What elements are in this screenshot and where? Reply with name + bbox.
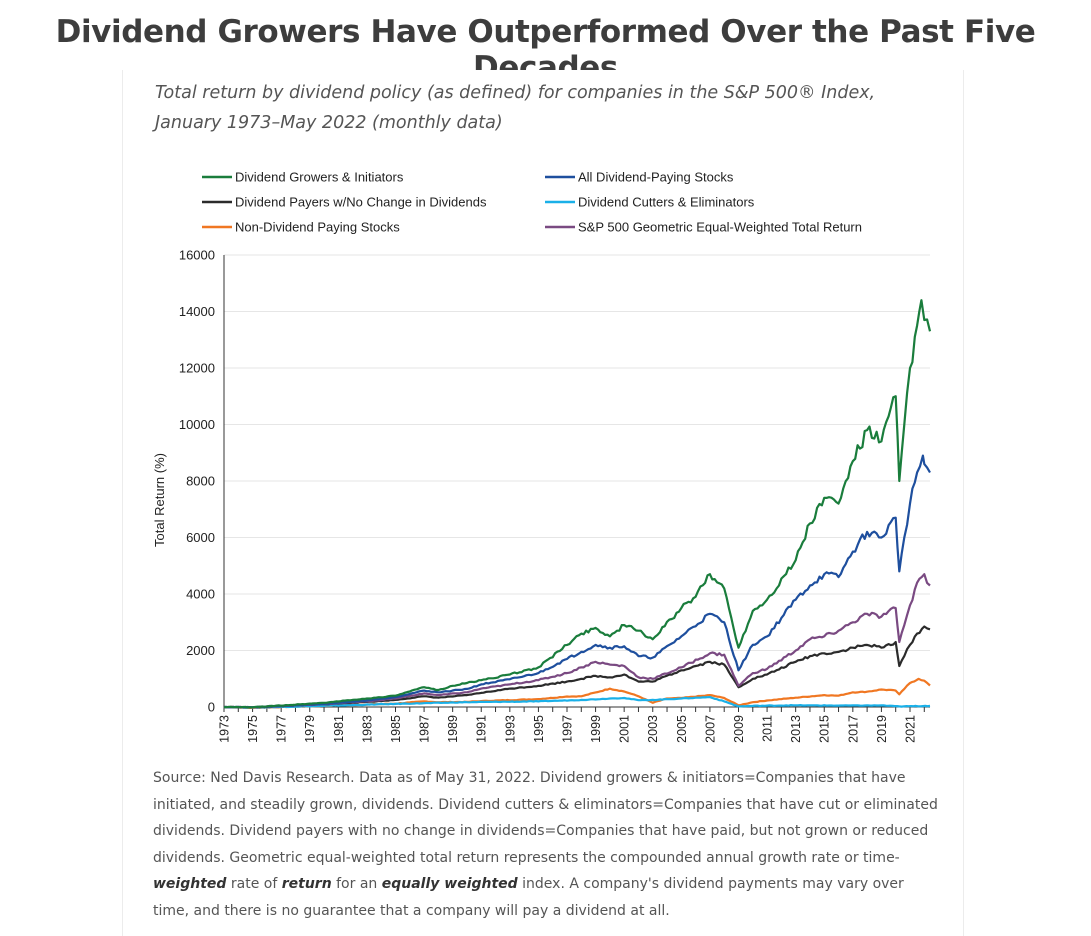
y-tick-label: 10000 xyxy=(179,417,215,432)
emphasis-equally-weighted: equally weighted xyxy=(381,876,518,892)
series-lines xyxy=(223,299,932,709)
x-tick-label: 2007 xyxy=(703,715,717,743)
x-tick-label: 2001 xyxy=(618,715,632,743)
source-text-2: rate of xyxy=(230,876,278,892)
line-chart: Dividend Growers & Initiators Dividend Pa… xyxy=(152,170,932,743)
x-tick-label: 1987 xyxy=(418,715,432,743)
headline: Dividend Growers Have Outperformed Over … xyxy=(55,14,1036,86)
x-tick-label: 1983 xyxy=(360,715,374,743)
x-tick-label: 1985 xyxy=(389,715,403,743)
x-tick-label: 1979 xyxy=(303,715,317,743)
gridlines xyxy=(224,254,930,651)
x-tick-label: 1973 xyxy=(218,715,232,743)
emphasis-weighted: weighted xyxy=(153,876,227,892)
x-tick-label: 2009 xyxy=(732,715,746,743)
source-text-3: for an xyxy=(336,876,378,892)
x-tick-label: 1991 xyxy=(475,715,489,743)
legend-label: Dividend Cutters & Eliminators xyxy=(578,195,755,210)
y-axis-label: Total Return (%) xyxy=(152,453,167,547)
x-tick-label: 1999 xyxy=(589,715,603,743)
x-tick-label: 2021 xyxy=(903,715,917,743)
y-tick-label: 12000 xyxy=(179,361,215,376)
x-tick-label: 2015 xyxy=(818,715,832,743)
x-tick-label: 2003 xyxy=(646,715,660,743)
x-tick-label: 1989 xyxy=(446,715,460,743)
x-tick-label: 2013 xyxy=(789,715,803,743)
x-tick-label: 1995 xyxy=(532,715,546,743)
y-tick-label: 8000 xyxy=(186,474,215,489)
emphasis-return: return xyxy=(281,876,332,892)
x-tick-label: 2011 xyxy=(761,715,775,742)
legend-label: Non-Dividend Paying Stocks xyxy=(235,220,400,235)
legend-label: S&P 500 Geometric Equal-Weighted Total R… xyxy=(578,220,862,235)
y-axis: 0 2000 4000 6000 8000 10000 12000 14000 16000 xyxy=(179,248,225,715)
x-tick-label: 1997 xyxy=(560,715,574,743)
y-tick-label: 2000 xyxy=(186,643,215,658)
series-line xyxy=(223,299,932,709)
y-tick-label: 6000 xyxy=(186,530,215,545)
y-tick-label: 14000 xyxy=(179,304,215,319)
series-line xyxy=(224,454,931,709)
y-tick-label: 4000 xyxy=(186,587,215,602)
x-tick-label: 1981 xyxy=(332,715,346,743)
x-tick-label: 2019 xyxy=(875,715,889,743)
x-tick-label: 1993 xyxy=(503,715,517,743)
x-tick-label: 2005 xyxy=(675,715,689,743)
legend-label: Dividend Growers & Initiators xyxy=(235,170,404,185)
x-tick-label: 2017 xyxy=(846,715,860,743)
source-text: Source: Ned Davis Research. Data as of M… xyxy=(153,770,938,866)
series-line xyxy=(223,696,931,709)
legend-label: All Dividend-Paying Stocks xyxy=(578,170,734,185)
y-tick-label: 16000 xyxy=(179,248,215,263)
y-tick-label: 0 xyxy=(208,700,215,715)
chart-subtitle: Total return by dividend policy (as defi… xyxy=(155,83,876,133)
legend: Dividend Growers & Initiators Dividend Pa… xyxy=(202,170,862,235)
x-tick-label: 1977 xyxy=(275,715,289,743)
x-tick-label: 1975 xyxy=(246,715,260,743)
x-axis: 1973 1975 1977 1979 1981 1983 1985 1987 1989 1991… xyxy=(218,706,930,743)
legend-label: Dividend Payers w/No Change in Dividends xyxy=(235,195,487,210)
source-text-4: index. A company's dividend payments may… xyxy=(153,876,904,919)
source-note: Source: Ned Davis Research. Data as of M… xyxy=(153,765,943,924)
